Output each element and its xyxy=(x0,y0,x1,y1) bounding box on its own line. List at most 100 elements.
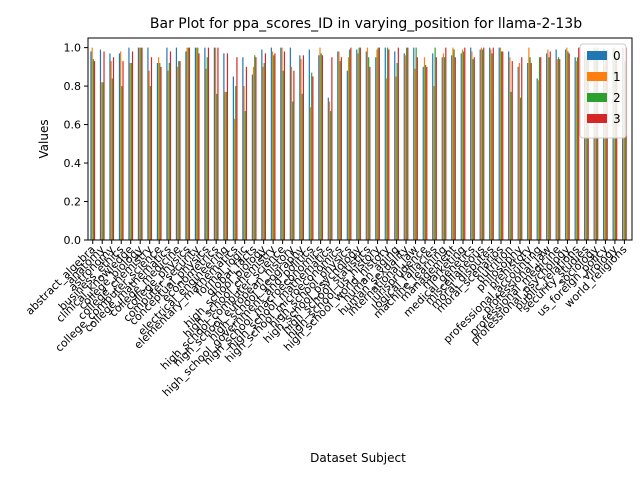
bar-prehistory-series-1 xyxy=(528,47,530,241)
bar-high_school_chemistry-series-0 xyxy=(270,47,272,241)
legend-swatch-2 xyxy=(587,93,607,102)
chart-title: Bar Plot for ppa_scores_ID in varying_po… xyxy=(150,16,582,32)
bar-high_school_geography-series-3 xyxy=(302,55,304,241)
bar-professional_law-series-0 xyxy=(546,53,548,240)
bar-high_school_us_history-series-3 xyxy=(378,47,380,241)
bar-astronomy-series-1 xyxy=(110,61,112,241)
bar-college_medicine-series-2 xyxy=(178,61,180,241)
bar-philosophy-series-1 xyxy=(518,63,520,241)
bar-marketing-series-3 xyxy=(464,47,466,241)
bar-global_facts-series-1 xyxy=(252,66,255,240)
bar-college_medicine-series-1 xyxy=(177,66,179,240)
legend-label-2: 2 xyxy=(613,91,621,105)
bar-us_foreign_policy-series-3 xyxy=(606,49,608,240)
bar-human_aging-series-1 xyxy=(395,76,397,240)
bar-professional_psychology-series-0 xyxy=(565,49,567,240)
bar-marketing-series-2 xyxy=(463,51,465,240)
bar-high_school_psychology-series-0 xyxy=(356,49,358,240)
bar-nutrition-series-2 xyxy=(510,91,512,241)
bar-logical_fallacies-series-1 xyxy=(433,86,435,240)
bar-high_school_macroeconomics-series-1 xyxy=(319,47,321,241)
bar-electrical_engineering-series-1 xyxy=(224,91,226,241)
bar-computer_security-series-3 xyxy=(198,53,200,240)
bar-miscellaneous-series-3 xyxy=(483,47,485,241)
legend-swatch-0 xyxy=(587,51,607,60)
bar-formal_logic-series-2 xyxy=(244,111,246,240)
bar-high_school_macroeconomics-series-2 xyxy=(320,53,322,240)
bar-medical_genetics-series-3 xyxy=(473,57,475,240)
bar-high_school_psychology-series-3 xyxy=(359,47,361,241)
bar-management-series-2 xyxy=(453,49,455,240)
bar-electrical_engineering-series-0 xyxy=(223,53,225,240)
bar-college_physics-series-2 xyxy=(187,47,189,241)
bar-high_school_statistics-series-0 xyxy=(365,51,367,240)
bar-high_school_psychology-series-2 xyxy=(358,47,360,241)
bar-sociology-series-2 xyxy=(595,49,598,240)
bar-college_physics-series-1 xyxy=(186,47,188,241)
bar-virology-series-2 xyxy=(614,51,617,240)
bar-international_law-series-0 xyxy=(413,47,415,241)
bar-high_school_european_history-series-2 xyxy=(292,101,294,241)
bar-anatomy-series-0 xyxy=(99,49,102,240)
bar-anatomy-series-3 xyxy=(103,51,105,240)
bar-abstract_algebra-series-2 xyxy=(92,59,94,240)
bar-global_facts-series-2 xyxy=(254,55,256,241)
bar-prehistory-series-0 xyxy=(527,63,529,241)
bar-elementary_mathematics-series-1 xyxy=(233,118,236,240)
bar-clinical_knowledge-series-1 xyxy=(129,63,131,241)
bar-moral_scenarios-series-3 xyxy=(502,51,504,240)
bar-clinical_knowledge-series-0 xyxy=(128,47,130,241)
bar-high_school_mathematics-series-2 xyxy=(330,111,332,240)
bar-logical_fallacies-series-3 xyxy=(435,57,437,240)
bar-abstract_algebra-series-3 xyxy=(93,61,96,241)
bar-high_school_statistics-series-2 xyxy=(368,57,370,240)
bar-international_law-series-1 xyxy=(414,68,416,240)
bar-human_sexuality-series-3 xyxy=(407,47,409,241)
bar-conceptual_physics-series-2 xyxy=(206,57,208,240)
bar-high_school_physics-series-3 xyxy=(350,47,352,241)
bar-high_school_computer_science-series-2 xyxy=(282,70,284,240)
bar-high_school_geography-series-0 xyxy=(299,55,301,241)
bar-public_relations-series-0 xyxy=(574,57,576,240)
bar-high_school_biology-series-0 xyxy=(261,49,263,240)
bar-management-series-1 xyxy=(452,47,454,241)
bar-philosophy-series-3 xyxy=(521,57,523,240)
bar-high_school_macroeconomics-series-0 xyxy=(318,55,320,241)
plot-frame xyxy=(87,37,633,241)
bar-professional_accounting-series-1 xyxy=(537,80,539,240)
bar-high_school_microeconomics-series-3 xyxy=(340,57,342,240)
bar-high_school_psychology-series-1 xyxy=(357,53,359,240)
y-axis: 0.0 0.2 0.4 0.6 0.8 1.0 xyxy=(64,42,88,247)
bar-econometrics-series-1 xyxy=(214,47,217,241)
bar-professional_psychology-series-2 xyxy=(567,51,569,240)
bar-college_biology-series-2 xyxy=(140,47,142,241)
legend-label-1: 1 xyxy=(613,70,621,84)
bar-high_school_microeconomics-series-1 xyxy=(338,51,340,240)
bar-electrical_engineering-series-2 xyxy=(225,91,227,241)
bar-human_aging-series-3 xyxy=(397,47,399,241)
bar-human_sexuality-series-1 xyxy=(404,55,407,241)
bar-astronomy-series-2 xyxy=(111,78,113,241)
bar-high_school_chemistry-series-1 xyxy=(271,51,274,240)
bar-world_religions-series-2 xyxy=(624,61,626,241)
bar-high_school_physics-series-1 xyxy=(347,57,350,240)
bar-machine_learning-series-1 xyxy=(442,53,445,240)
bar-high_school_geography-series-1 xyxy=(300,59,302,240)
bar-world_religions-series-1 xyxy=(623,47,625,241)
bar-high_school_government_and_politics-series-0 xyxy=(308,49,310,240)
bar-formal_logic-series-0 xyxy=(242,57,244,240)
bar-conceptual_physics-series-3 xyxy=(207,47,210,241)
bar-international_law-series-3 xyxy=(416,57,418,240)
bar-high_school_computer_science-series-1 xyxy=(281,47,283,241)
y-tick-label: 1.0 xyxy=(64,42,82,55)
bar-computer_security-series-0 xyxy=(194,47,196,241)
bar-high_school_macroeconomics-series-3 xyxy=(321,55,323,241)
bar-clinical_knowledge-series-3 xyxy=(131,51,134,240)
bar-econometrics-series-0 xyxy=(213,47,215,241)
bar-college_mathematics-series-1 xyxy=(167,70,169,240)
bar-public_relations-series-1 xyxy=(575,61,577,241)
bar-logical_fallacies-series-2 xyxy=(434,47,436,241)
bar-professional_law-series-1 xyxy=(547,49,549,240)
bar-jurisprudence-series-0 xyxy=(422,66,424,240)
bar-clinical_knowledge-series-2 xyxy=(130,63,132,241)
